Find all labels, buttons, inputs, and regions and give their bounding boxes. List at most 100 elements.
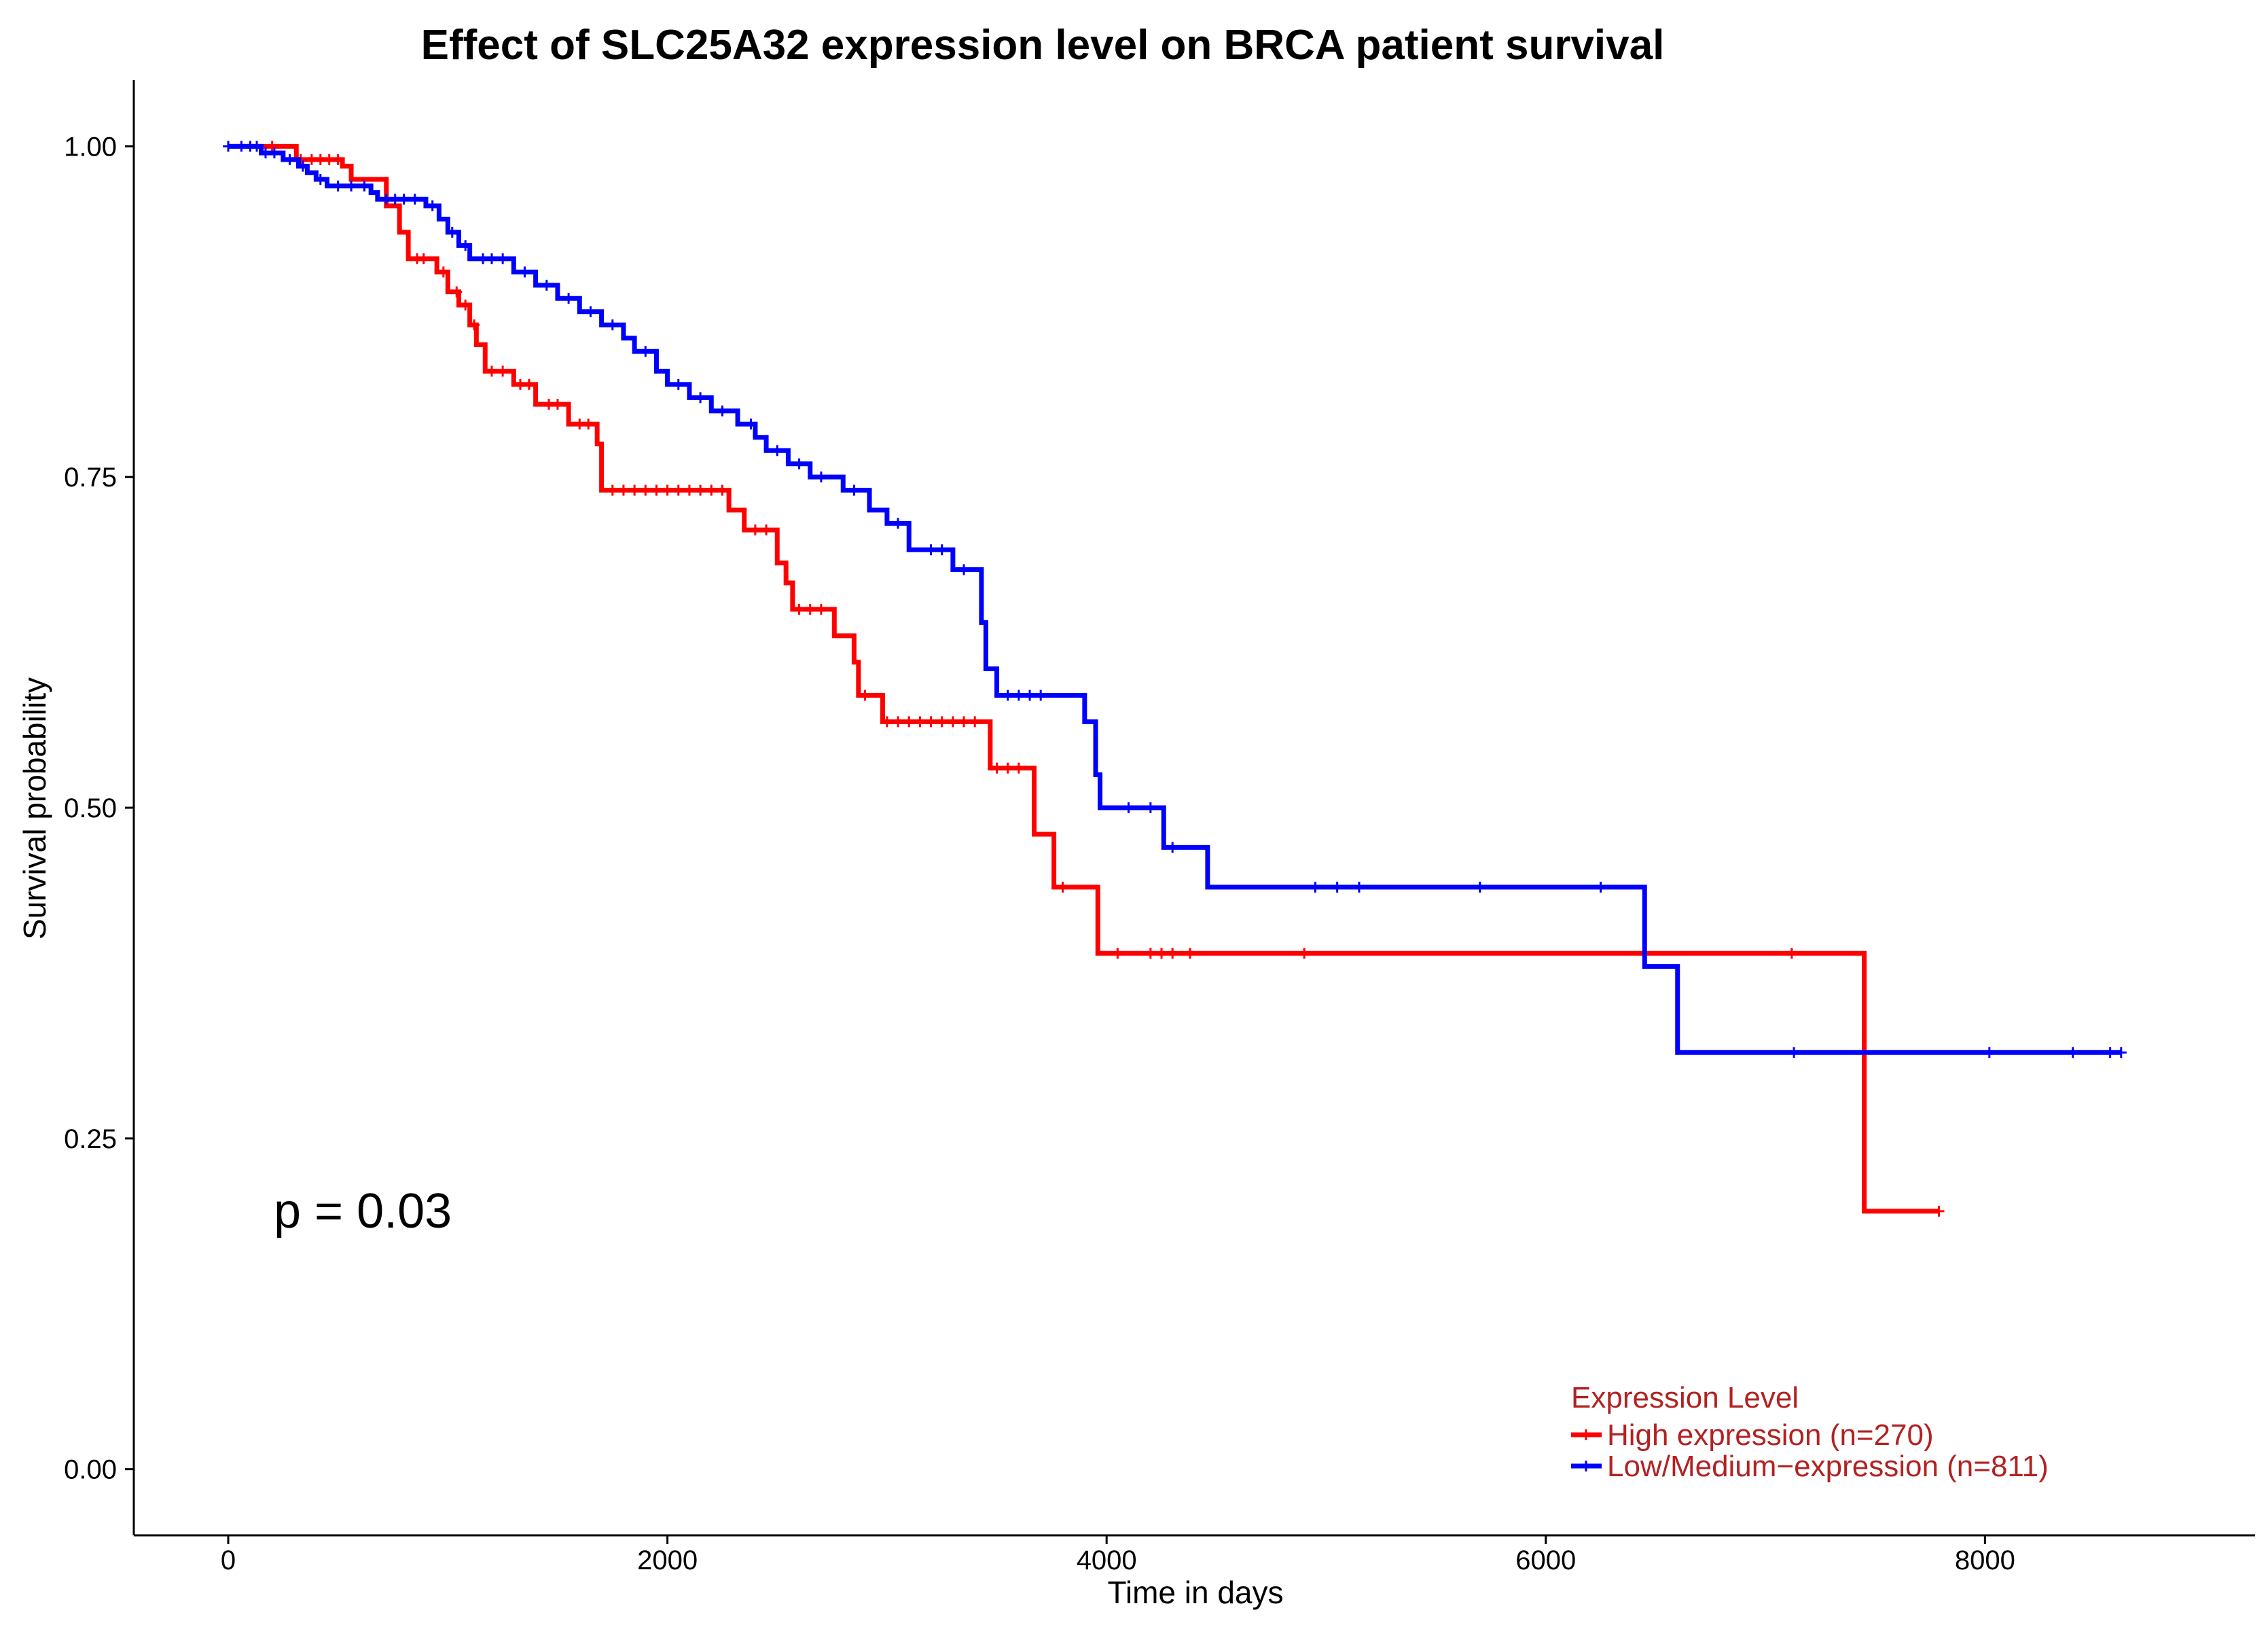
censor-mark [523,378,535,390]
censor-mark [991,762,1003,774]
censor-mark [683,484,695,496]
censor-mark [486,253,497,264]
censor-mark [497,253,509,264]
censor-mark [519,266,530,278]
censor-mark [1299,948,1310,959]
censor-mark [936,716,948,728]
censor-mark [427,200,438,211]
censor-mark [893,716,904,728]
y-tick-label: 0.00 [64,1455,117,1485]
censor-mark [486,365,497,377]
censor-mark [914,716,926,728]
censor-mark [772,445,783,457]
censor-mark [437,266,449,278]
legend: Expression Level High expression (n=270)… [1571,1381,2049,1483]
legend-item: Low/Medium−expression (n=811) [1571,1450,2049,1483]
censor-mark [804,603,816,615]
censor-mark [1002,762,1013,774]
censor-mark [1156,948,1168,959]
censor-mark [359,180,370,192]
censor-mark [297,160,308,172]
censor-mark [1167,842,1178,853]
censor-mark [583,418,594,430]
censor-mark [460,240,471,251]
censor-mark [749,524,761,536]
x-tick-label: 4000 [1077,1546,1137,1575]
censor-mark [284,154,295,165]
censor-mark [617,484,629,496]
series-layer [223,141,2127,1217]
censor-mark [815,603,827,615]
censor-mark [1145,802,1156,813]
censor-mark [460,300,471,311]
censor-mark [446,226,458,238]
censor-mark [672,378,684,390]
censor-mark [640,346,651,357]
censor-mark [662,484,673,496]
censor-mark [346,180,357,192]
censor-mark [881,716,893,728]
censor-mark [1983,1047,1995,1058]
censor-mark [903,716,915,728]
y-tick-label: 0.75 [64,463,117,493]
censor-mark [585,306,596,317]
x-tick-label: 6000 [1515,1546,1576,1575]
censor-mark [563,293,575,304]
censor-mark [745,418,757,430]
censor-mark [398,194,410,205]
censor-mark [706,484,717,496]
censor-mark [607,319,618,331]
censor-mark [1185,948,1196,959]
censor-mark [1474,881,1486,893]
censor-mark [541,279,552,291]
censor-mark [859,690,871,701]
x-tick-label: 0 [221,1546,236,1575]
censor-mark [251,141,263,152]
censor-mark [925,544,937,556]
censor-mark [409,194,420,205]
censor-mark [1002,690,1013,701]
censor-mark [793,603,805,615]
censor-mark [1035,690,1047,701]
censor-mark [1145,948,1156,959]
censor-mark [1788,1047,1800,1058]
censor-mark [1310,881,1321,893]
censor-mark [1331,881,1343,893]
censor-mark [418,253,429,264]
censor-mark [266,141,278,152]
censor-mark [469,319,480,331]
censor-mark [815,471,827,483]
y-axis-label: Survival probability [17,677,52,940]
censor-mark [1024,690,1036,701]
censor-mark [1595,881,1606,893]
censor-mark [2104,1047,2116,1058]
x-tick-label: 2000 [637,1546,698,1575]
censor-mark [848,484,860,496]
chart-title: Effect of SLC25A32 expression level on B… [421,22,1665,69]
censor-mark [1013,690,1024,701]
legend-title: Expression Level [1571,1381,1799,1414]
censor-mark [332,180,344,192]
censor-mark [761,524,772,536]
censor-mark [717,484,728,496]
survival-curve [228,143,1939,1214]
censor-mark [969,716,981,728]
censor-mark [268,147,280,159]
legend-label: High expression (n=270) [1607,1418,1934,1452]
legend-items: High expression (n=270)Low/Medium−expres… [1571,1418,2049,1483]
censor-mark [2115,1047,2127,1058]
censor-mark [629,484,641,496]
censor-mark [947,716,958,728]
p-value-annotation: p = 0.03 [274,1184,452,1238]
y-ticks: 0.00 0.25 0.50 0.75 1.00 [64,132,134,1485]
censor-mark [1786,948,1797,959]
censor-mark [1933,1205,1945,1217]
censor-mark [936,544,948,556]
y-tick-label: 0.50 [64,793,117,823]
x-tick-label: 8000 [1955,1546,2015,1575]
legend-label: Low/Medium−expression (n=811) [1607,1450,2049,1483]
censor-mark [2067,1047,2078,1058]
series-group-low-medium [223,141,2127,1058]
censor-mark [958,716,970,728]
